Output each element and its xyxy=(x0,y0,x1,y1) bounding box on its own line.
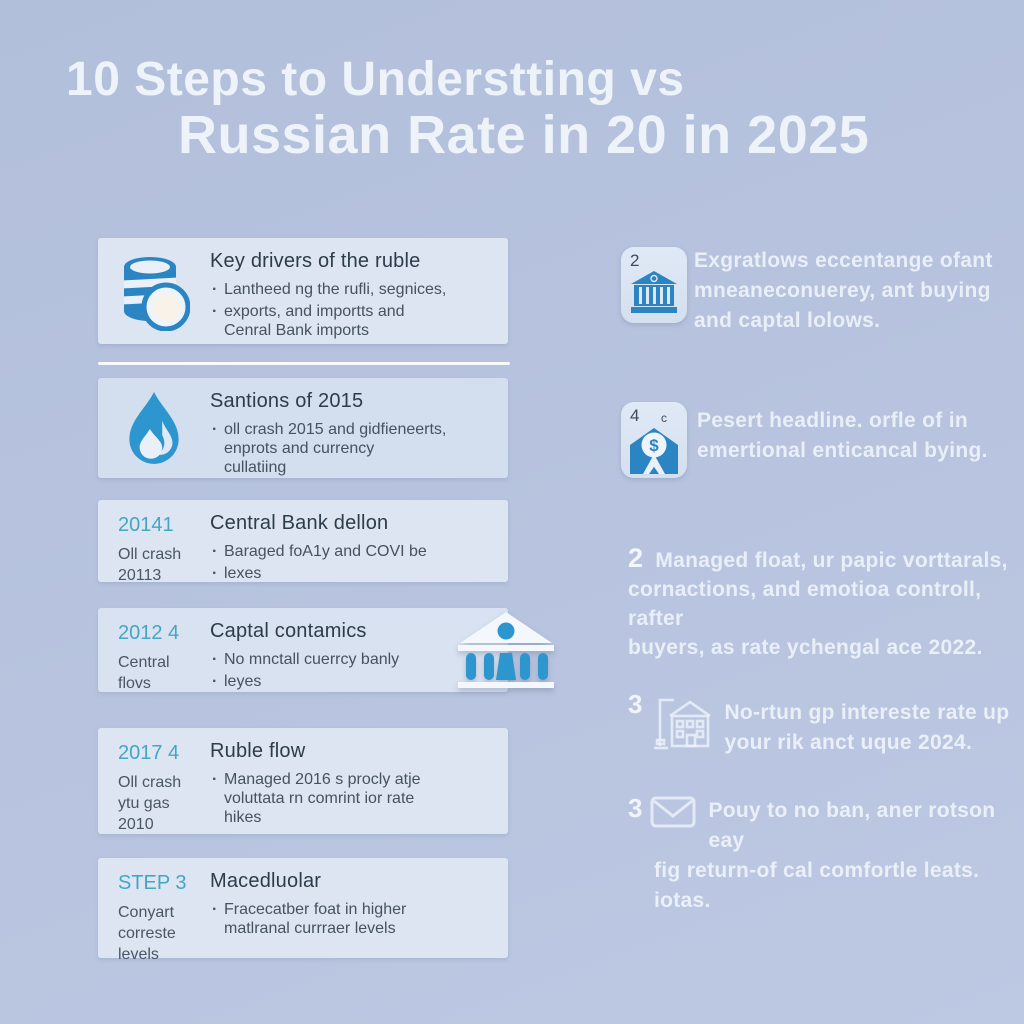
item-number: 2 xyxy=(628,543,644,573)
card-central-bank: 20141 Oll crash 20113 Central Bank dello… xyxy=(98,500,508,584)
card-bullets: Baraged foA1y and COVI be lexes xyxy=(210,542,466,583)
tile-number: 2 xyxy=(630,251,640,270)
step-label: 2017 4 Oll crash ytu gas 2010 xyxy=(118,740,190,835)
right-item-text: Pesert headline. orfle of in emertional … xyxy=(697,409,988,462)
step-label: 20141 Oll crash 20113 xyxy=(118,512,190,586)
step-sublabel: Oll crash 20113 xyxy=(118,546,182,584)
badge-tile-bank: 2 xyxy=(621,247,687,323)
bullet-item: Lantheed ng the rufli, segnices, xyxy=(210,280,466,299)
bullet-item: Managed 2016 s procly atje voluttata rn … xyxy=(210,770,466,827)
divider-line xyxy=(98,362,510,365)
card-bullets: Fracecatber foat in higher matlranal cur… xyxy=(210,900,466,938)
coins-database-icon xyxy=(118,253,190,331)
card-title: Ruble flow xyxy=(210,740,306,762)
title-line-1: 10 Steps to Understting vs xyxy=(66,53,685,106)
item-number: 3 xyxy=(628,793,643,823)
title-line-2: Russian Rate in 20 in 2025 xyxy=(178,105,870,165)
step-sublabel: Conyart correste levels xyxy=(118,904,176,963)
step-label: STEP 3 Conyart correste levels xyxy=(118,870,190,965)
bullet-item: No mnctall cuerrcy banly xyxy=(210,650,466,669)
bullet-item: Baraged foA1y and COVI be xyxy=(210,542,466,561)
tile-number: 4 xyxy=(630,406,640,425)
card-bullets: Lantheed ng the rufli, segnices, exports… xyxy=(210,280,466,340)
right-item-text: Exgratlows eccentange ofant mneaneconuer… xyxy=(694,249,993,332)
card-title: Captal contamics xyxy=(210,620,367,642)
bank-icon xyxy=(631,271,677,318)
bullet-item: oll crash 2015 and gidfieneerts, enprots… xyxy=(210,420,466,477)
step-label: 2012 4 Central flovs xyxy=(118,620,190,694)
step-number: 20141 xyxy=(118,514,174,536)
badge-tile-money: 4 c $ xyxy=(621,402,687,478)
card-title: Key drivers of the ruble xyxy=(210,250,421,272)
item-number: 3 xyxy=(628,689,643,719)
money-badge-icon: $ xyxy=(628,428,680,479)
card-key-drivers: Key drivers of the ruble Lantheed ng the… xyxy=(98,238,508,344)
card-bullets: oll crash 2015 and gidfieneerts, enprots… xyxy=(210,420,466,477)
envelope-icon xyxy=(650,796,696,833)
right-item-text: No-rtun gp intereste rate up your rik an… xyxy=(724,701,1010,754)
step-number: 2012 4 xyxy=(118,622,180,644)
bullet-item: leyes xyxy=(210,672,466,691)
card-title: Central Bank dellon xyxy=(210,512,389,534)
step-sublabel: Oll crash ytu gas 2010 xyxy=(118,774,182,833)
right-item-building: 3 No-rtun gp intereste rate up your rik … xyxy=(628,690,1009,759)
step-number: 2017 4 xyxy=(118,742,180,764)
bullet-item: Fracecatber foat in higher matlranal cur… xyxy=(210,900,466,938)
card-title: Santions of 2015 xyxy=(210,390,364,412)
svg-text:$: $ xyxy=(649,436,659,455)
bank-building-icon xyxy=(458,612,554,697)
tile-number-sub: c xyxy=(661,411,667,425)
card-capital-controls: 2012 4 Central flovs Captal contamics No… xyxy=(98,608,508,692)
card-title: Macedluolar xyxy=(210,870,322,892)
right-item-paragraph: 2 Managed float, ur papic vorttarals, cor… xyxy=(628,543,1008,660)
flame-icon xyxy=(118,390,190,468)
building-icon xyxy=(650,690,712,759)
card-ruble-flow: 2017 4 Oll crash ytu gas 2010 Ruble flow… xyxy=(98,728,508,834)
card-bullets: No mnctall cuerrcy banly leyes xyxy=(210,650,466,691)
step-sublabel: Central flovs xyxy=(118,654,170,692)
card-sanctions: Santions of 2015 oll crash 2015 and gidf… xyxy=(98,378,508,478)
bullet-item: exports, and importts and Cenral Bank im… xyxy=(210,302,466,340)
step-number: STEP 3 xyxy=(118,872,187,894)
card-macro: STEP 3 Conyart correste levels Macedluol… xyxy=(98,858,508,963)
right-item-envelope: 3 Pouy to no ban, aner rotson eay fig re… xyxy=(628,793,996,912)
card-bullets: Managed 2016 s procly atje voluttata rn … xyxy=(210,770,466,827)
bullet-item: lexes xyxy=(210,564,466,583)
